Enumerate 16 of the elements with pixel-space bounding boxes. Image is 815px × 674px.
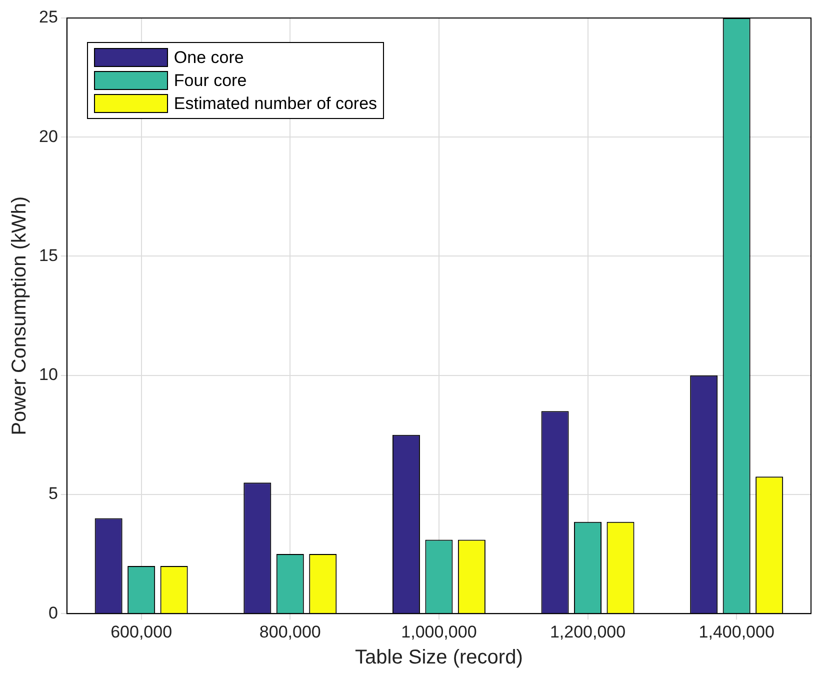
y-axis-title: Power Consumption (kWh) xyxy=(8,196,31,436)
y-tick-label: 15 xyxy=(38,246,58,265)
legend-label: One core xyxy=(174,48,244,68)
legend-label: Estimated number of cores xyxy=(174,94,378,114)
x-tick-label: 1,200,000 xyxy=(550,622,626,642)
x-axis-title: Table Size (record) xyxy=(355,646,523,669)
x-tick-label: 600,000 xyxy=(110,622,172,642)
x-tick-label: 800,000 xyxy=(259,622,321,642)
y-tick-label: 25 xyxy=(38,8,58,27)
y-tick-label: 0 xyxy=(48,603,58,622)
y-tick-label: 10 xyxy=(38,365,58,384)
legend-label: Four core xyxy=(174,70,247,90)
x-tick-label: 1,000,000 xyxy=(401,622,477,642)
y-tick-label: 20 xyxy=(38,126,58,146)
x-tick-label: 1,400,000 xyxy=(698,622,774,642)
y-tick-label: 5 xyxy=(48,484,58,504)
